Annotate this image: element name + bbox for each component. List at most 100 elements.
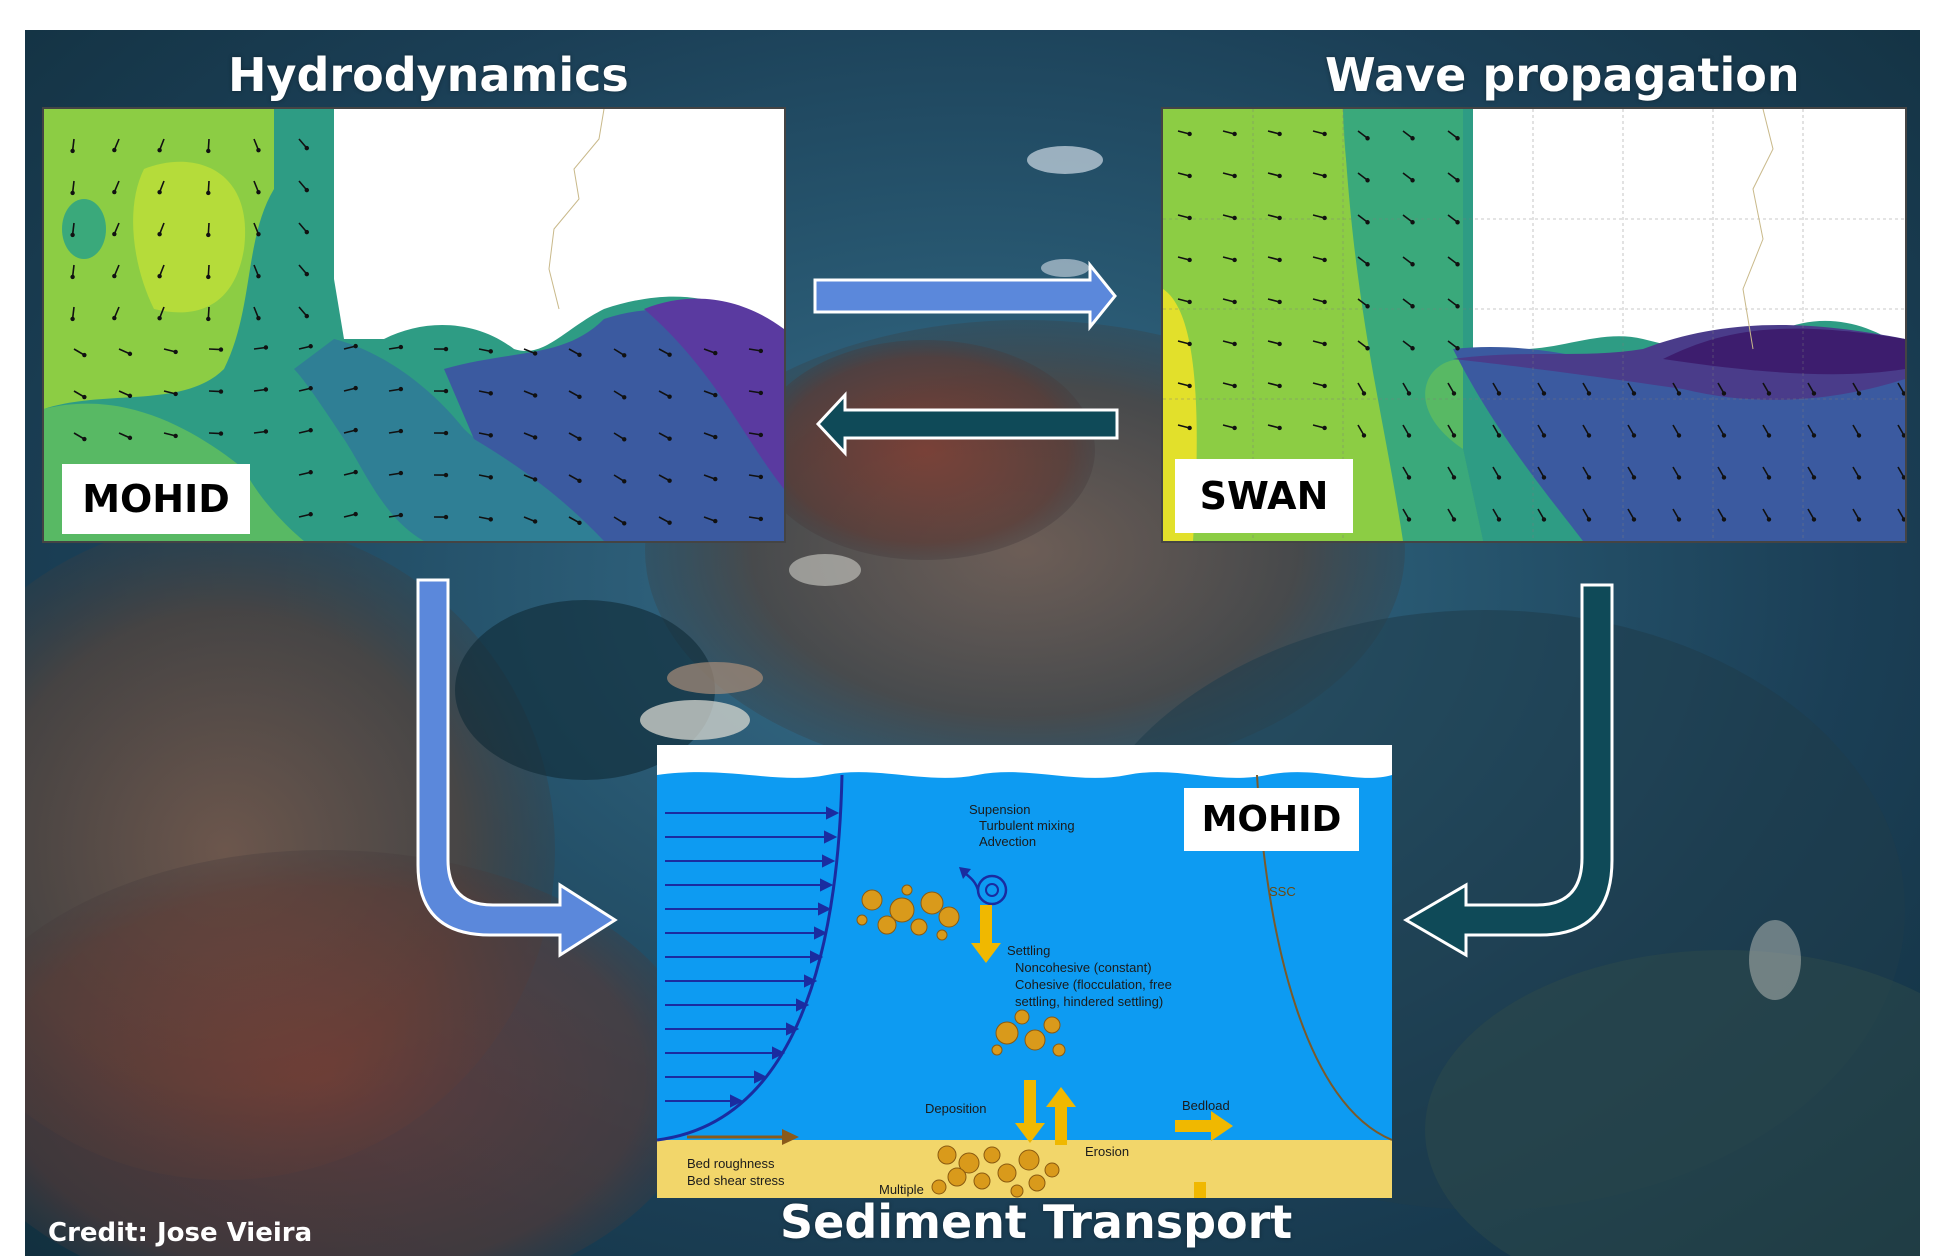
vector-arrowhead	[488, 391, 493, 396]
bedload-label: Bedload	[1182, 1098, 1230, 1113]
vector-arrowhead	[1187, 257, 1192, 263]
vector-arrowhead	[1766, 475, 1772, 480]
vector-arrowhead	[308, 512, 313, 517]
vector-arrowhead	[1455, 178, 1460, 183]
vector-arrowhead	[263, 387, 269, 392]
vector-arrowhead	[443, 472, 449, 478]
vector-arrowhead	[1496, 475, 1502, 480]
sediment-transport-title: Sediment Transport	[780, 1195, 1293, 1249]
vector-arrowhead	[304, 187, 310, 193]
vector-arrowhead	[577, 352, 582, 358]
vector-arrowhead	[1187, 383, 1192, 389]
vector-arrowhead	[1811, 391, 1817, 396]
suspension-label: Supension	[969, 802, 1031, 817]
vector-arrowhead	[1541, 433, 1547, 438]
vector-arrowhead	[206, 274, 211, 280]
vector-arrowhead	[667, 352, 672, 357]
vector-arrowhead	[1455, 136, 1460, 141]
vector-arrowhead	[1277, 131, 1282, 137]
vector-arrowhead	[112, 273, 117, 279]
vector-arrowhead	[1721, 475, 1727, 480]
erosion-label: Erosion	[1085, 1144, 1130, 1159]
vector-arrowhead	[304, 313, 310, 319]
sediment-transport-diagram: Supension Turbulent mixing Advection Set…	[657, 745, 1392, 1198]
vector-arrowhead	[1322, 299, 1327, 305]
vector-arrowhead	[577, 436, 582, 442]
vector-arrowhead	[1232, 131, 1237, 137]
curved-arrow-down-left-icon	[1403, 583, 1614, 958]
vector-arrowhead	[1232, 341, 1237, 347]
vector-arrowhead	[577, 478, 582, 484]
vector-arrowhead	[1766, 517, 1772, 522]
vector-arrowhead	[488, 517, 493, 522]
vector-arrowhead	[157, 273, 162, 279]
swan-label: SWAN	[1175, 459, 1353, 533]
hydrodynamics-title: Hydrodynamics	[228, 48, 629, 102]
velocity-profile-arrows	[665, 806, 840, 1108]
arrow-left-icon	[815, 391, 1119, 457]
vector-arrowhead	[157, 315, 162, 321]
vector-arrowhead	[1322, 215, 1327, 221]
vector-arrowhead	[443, 346, 449, 352]
vector-arrowhead	[218, 389, 224, 394]
vector-arrowhead	[206, 190, 211, 196]
vector-arrowhead	[1187, 299, 1192, 305]
vector-arrowhead	[1277, 383, 1282, 389]
vector-arrowhead	[1406, 517, 1412, 522]
vector-arrowhead	[1811, 433, 1817, 438]
current-vector-arrows	[70, 138, 764, 526]
vector-arrowhead	[308, 428, 313, 433]
vector-arrowhead	[263, 429, 269, 434]
vector-arrowhead	[1232, 425, 1237, 431]
vector-arrowhead	[667, 394, 672, 399]
vector-arrowhead	[758, 432, 764, 438]
vector-arrowhead	[1322, 341, 1327, 347]
hydrodynamics-map-panel: MOHID	[42, 107, 786, 543]
vector-arrowhead	[1586, 391, 1592, 396]
vector-arrowhead	[206, 148, 211, 154]
vector-arrowhead	[1322, 257, 1327, 263]
vector-arrowhead	[1631, 391, 1637, 396]
vector-arrowhead	[532, 477, 538, 482]
vector-arrowhead	[1365, 304, 1370, 309]
vector-arrowhead	[532, 351, 538, 356]
vector-arrowhead	[398, 428, 404, 434]
vector-arrowhead	[353, 511, 358, 517]
bed-sediment-grains	[931, 1145, 1060, 1198]
vector-arrowhead	[1856, 517, 1862, 522]
vector-arrowhead	[112, 189, 117, 195]
vector-arrowhead	[304, 145, 310, 151]
multiple-label: Multiple	[879, 1182, 924, 1197]
vector-arrowhead	[1541, 391, 1547, 396]
vector-arrowhead	[263, 345, 269, 350]
vector-arrowhead	[353, 343, 358, 349]
deposition-label: Deposition	[925, 1101, 987, 1116]
vector-arrowhead	[1277, 215, 1282, 221]
vector-arrowhead	[256, 189, 261, 195]
vector-arrowhead	[308, 386, 313, 391]
vector-arrowhead	[622, 437, 627, 442]
vector-arrowhead	[1277, 173, 1282, 179]
vector-arrowhead	[112, 231, 117, 237]
vector-arrowhead	[1455, 262, 1460, 267]
vector-arrowhead	[713, 392, 718, 398]
vector-arrowhead	[82, 436, 87, 442]
vector-arrowhead	[256, 273, 261, 279]
vector-arrowhead	[1187, 173, 1192, 179]
vector-arrowhead	[1766, 391, 1772, 396]
vector-arrowhead	[1365, 220, 1370, 225]
vector-arrowhead	[304, 229, 310, 235]
vector-arrowhead	[1901, 433, 1905, 438]
vector-arrowhead	[1365, 178, 1370, 183]
vector-arrowhead	[1322, 425, 1327, 431]
vector-arrowhead	[173, 349, 178, 355]
vector-arrowhead	[1631, 433, 1637, 438]
vector-arrowhead	[758, 474, 764, 480]
vector-arrowhead	[256, 231, 261, 237]
photo-credit: Credit: Jose Vieira	[48, 1218, 313, 1248]
vector-arrowhead	[1901, 391, 1905, 396]
vector-arrowhead	[353, 427, 358, 433]
vector-arrowhead	[1721, 391, 1727, 396]
vector-arrowhead	[1187, 425, 1192, 431]
